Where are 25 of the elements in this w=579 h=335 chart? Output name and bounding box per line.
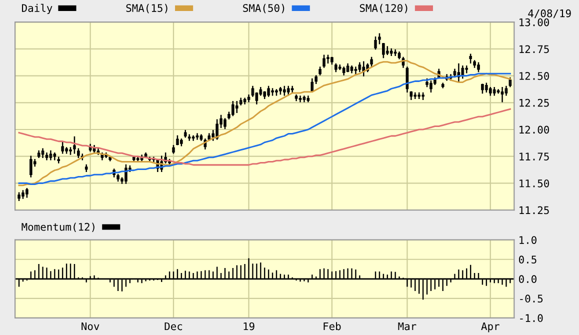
y-tick-label: -1.0 [520, 314, 543, 322]
y-tick-label: 11.50 [520, 179, 549, 188]
legend-label: SMA(120) [360, 4, 408, 14]
y-tick-label: 12.00 [520, 126, 549, 134]
legend-label: SMA(15) [126, 4, 168, 14]
x-tick-label: Apr [481, 322, 500, 332]
x-tick-label: Mar [398, 322, 416, 330]
y-tick-label: 12.50 [520, 72, 549, 80]
y-tick-label: 0.0 [518, 275, 536, 284]
y-tick-label: 13.00 [520, 18, 549, 26]
legend-label: SMA(50) [243, 4, 284, 14]
x-tick-label: 19 [244, 322, 254, 330]
legend-label: Momentum(12) [22, 222, 94, 232]
legend-label: Daily [22, 4, 52, 14]
x-tick-label: Feb [324, 322, 341, 330]
y-tick-label: 0.5 [518, 256, 536, 264]
y-tick-label: 12.75 [520, 45, 549, 54]
x-tick-label: Dec [164, 322, 182, 330]
y-tick-label: 12.25 [520, 98, 549, 107]
y-tick-label: 1.0 [520, 236, 536, 244]
y-tick-label: -0.5 [520, 294, 543, 303]
text: 4/08/19 [528, 9, 571, 18]
y-tick-label: 11.75 [520, 152, 549, 160]
x-tick-label: Nov [82, 322, 100, 330]
y-tick-label: 11.25 [520, 206, 549, 214]
